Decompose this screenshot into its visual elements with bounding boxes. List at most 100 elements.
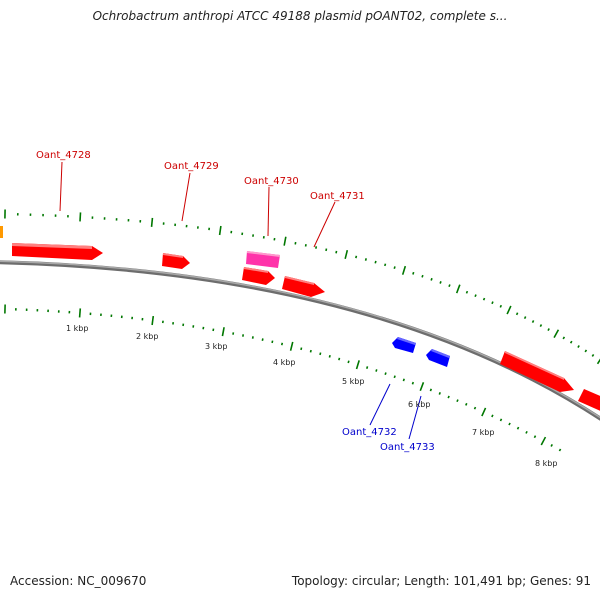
minor-tick	[547, 328, 550, 332]
major-tick	[289, 341, 294, 351]
major-tick	[401, 265, 407, 275]
minor-tick	[411, 381, 415, 385]
minor-tick	[338, 357, 341, 361]
minor-tick	[491, 414, 494, 418]
major-tick	[283, 236, 287, 246]
minor-tick	[558, 448, 562, 452]
minor-tick	[355, 255, 358, 259]
gene-arrow[interactable]	[578, 389, 600, 413]
minor-tick	[515, 312, 519, 316]
gene-arrow[interactable]	[500, 351, 574, 392]
minor-tick	[456, 399, 459, 403]
minor-tick	[447, 395, 450, 399]
minor-tick	[402, 378, 405, 382]
minor-tick	[364, 258, 367, 261]
inner-tick-ring	[4, 304, 562, 452]
major-tick	[79, 212, 82, 222]
minor-tick	[465, 290, 469, 294]
minor-tick	[448, 284, 451, 288]
accession-text: Accession: NC_009670	[10, 574, 147, 588]
minor-tick	[584, 349, 588, 353]
plasmid-backbone	[0, 260, 600, 421]
minor-tick	[374, 260, 377, 264]
major-tick	[419, 382, 425, 392]
major-tick	[455, 284, 461, 294]
minor-tick	[325, 248, 328, 252]
minor-tick	[280, 342, 284, 346]
gene-label[interactable]: Oant_4733	[380, 442, 435, 453]
minor-tick	[508, 422, 511, 426]
minor-tick	[473, 406, 477, 410]
minor-tick	[499, 418, 503, 422]
map-title: Ochrobactrum anthropi ATCC 49188 plasmid…	[92, 9, 508, 23]
gene-label[interactable]: Oant_4729	[164, 161, 219, 172]
major-tick	[150, 217, 154, 227]
forward-genes	[0, 226, 600, 413]
major-tick	[151, 315, 155, 326]
minor-tick	[491, 301, 494, 305]
kbp-label: 8 kbp	[535, 459, 557, 468]
minor-tick	[271, 340, 274, 344]
kbp-labels: 1 kbp 2 kbp 3 kbp 4 kbp 5 kbp 6 kbp 7 kb…	[66, 324, 557, 468]
minor-tick	[482, 297, 486, 301]
minor-tick	[562, 336, 566, 340]
minor-tick	[384, 263, 387, 267]
gene-arrow[interactable]	[282, 276, 325, 297]
kbp-label: 2 kbp	[136, 332, 158, 341]
gene-label[interactable]: Oant_4731	[310, 191, 365, 202]
minor-tick	[474, 294, 477, 298]
reverse-genes	[392, 337, 450, 367]
minor-tick	[550, 444, 553, 447]
kbp-label: 1 kbp	[66, 324, 88, 333]
minor-tick	[465, 402, 468, 406]
minor-tick	[539, 324, 543, 327]
minor-tick	[319, 352, 322, 356]
minor-tick	[438, 392, 441, 395]
gene-labels: Oant_4728 Oant_4729 Oant_4730 Oant_4731 …	[36, 150, 435, 453]
minor-tick	[375, 369, 378, 372]
minor-tick	[393, 375, 396, 379]
gene-label[interactable]: Oant_4730	[244, 176, 299, 187]
kbp-label: 7 kbp	[472, 428, 494, 437]
minor-tick	[412, 271, 415, 275]
minor-tick	[429, 388, 433, 392]
major-tick	[78, 308, 82, 318]
minor-tick	[523, 316, 527, 320]
major-tick	[355, 360, 360, 370]
major-tick	[506, 305, 512, 315]
minor-tick	[347, 360, 350, 364]
outer-tick-ring	[4, 209, 600, 365]
major-tick	[218, 225, 222, 236]
minor-tick	[430, 277, 433, 281]
major-tick	[540, 436, 547, 446]
minor-tick	[300, 347, 303, 351]
minor-tick	[577, 345, 580, 348]
kbp-label: 6 kbp	[408, 400, 430, 409]
gene-arrow[interactable]	[0, 226, 3, 238]
gene-arrow[interactable]	[426, 349, 450, 367]
kbp-label: 5 kbp	[342, 377, 364, 386]
minor-tick	[366, 366, 369, 369]
minor-tick	[531, 320, 535, 323]
major-tick	[344, 249, 349, 260]
minor-tick	[591, 353, 595, 357]
minor-tick	[393, 266, 396, 269]
minor-tick	[328, 355, 331, 358]
minor-tick	[516, 426, 520, 430]
major-tick	[596, 358, 600, 365]
major-tick	[481, 407, 487, 417]
minor-tick	[569, 340, 573, 344]
label-leaders	[59, 161, 422, 440]
kbp-label: 4 kbp	[273, 358, 295, 367]
gene-label[interactable]: Oant_4728	[36, 150, 91, 161]
genome-summary-text: Topology: circular; Length: 101,491 bp; …	[291, 574, 591, 588]
minor-tick	[421, 274, 424, 278]
minor-tick	[261, 338, 264, 341]
major-tick	[221, 327, 225, 337]
minor-tick	[525, 430, 528, 434]
minor-tick	[533, 435, 537, 439]
gene-label[interactable]: Oant_4732	[342, 427, 397, 438]
minor-tick	[384, 372, 387, 375]
minor-tick	[315, 246, 318, 249]
